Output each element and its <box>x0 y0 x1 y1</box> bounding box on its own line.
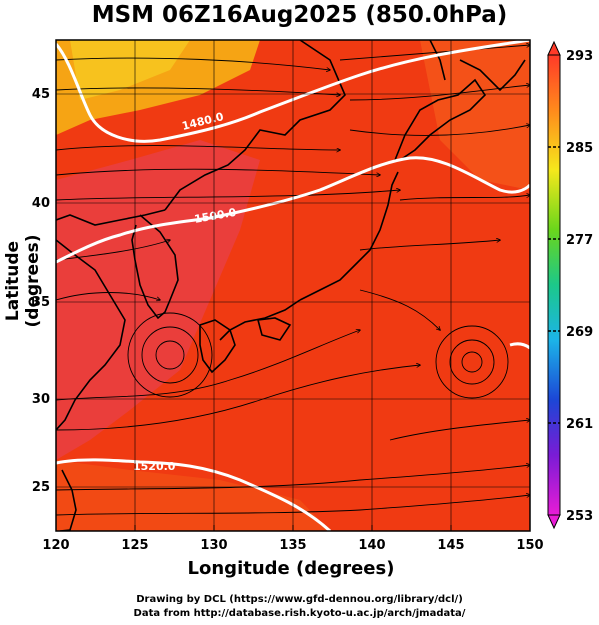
x-tick-marks <box>55 525 531 531</box>
colorbar-tick-253: 253 <box>566 509 593 524</box>
colorbar-min-arrow <box>547 514 561 530</box>
colorbar-tick-261: 261 <box>566 417 593 432</box>
y-tick-labels: 25 30 35 40 45 <box>32 87 50 495</box>
height-contours <box>56 40 530 531</box>
y-tick-40: 40 <box>32 196 50 211</box>
colorbar-tick-285: 285 <box>566 141 593 156</box>
y-tick-30: 30 <box>32 392 50 407</box>
x-tick-140: 140 <box>358 538 385 553</box>
wind-streamlines <box>56 45 530 516</box>
contour-label-1520: 1520.0 <box>133 460 176 473</box>
colorbar-tick-277: 277 <box>566 233 593 248</box>
x-tick-125: 125 <box>121 538 148 553</box>
x-tick-135: 135 <box>279 538 306 553</box>
map-title: MSM 06Z16Aug2025 (850.0hPa) <box>91 2 508 28</box>
y-tick-45: 45 <box>32 87 50 102</box>
colorbar-tick-293: 293 <box>566 49 593 64</box>
y-tick-35: 35 <box>32 295 50 310</box>
colorbar-scale <box>547 54 561 516</box>
x-tick-130: 130 <box>200 538 227 553</box>
x-tick-labels: 120 125 130 135 140 145 150 <box>42 538 543 553</box>
colorbar-max-arrow <box>547 40 561 56</box>
colorbar-tick-269: 269 <box>566 325 593 340</box>
x-tick-150: 150 <box>516 538 543 553</box>
credit-data: Data from http://database.rish.kyoto-u.a… <box>133 608 466 619</box>
colorbar: 293 285 277 269 261 253 <box>547 40 593 530</box>
credit-drawing: Drawing by DCL (https://www.gfd-dennou.o… <box>136 594 463 605</box>
lat-lon-grid <box>56 40 530 531</box>
x-axis-label: Longitude (degrees) <box>187 558 395 579</box>
y-tick-25: 25 <box>32 480 50 495</box>
x-tick-120: 120 <box>42 538 69 553</box>
x-tick-145: 145 <box>437 538 464 553</box>
y-axis-label: Latitude (degrees) <box>3 234 43 328</box>
colorbar-ticks <box>548 146 560 424</box>
